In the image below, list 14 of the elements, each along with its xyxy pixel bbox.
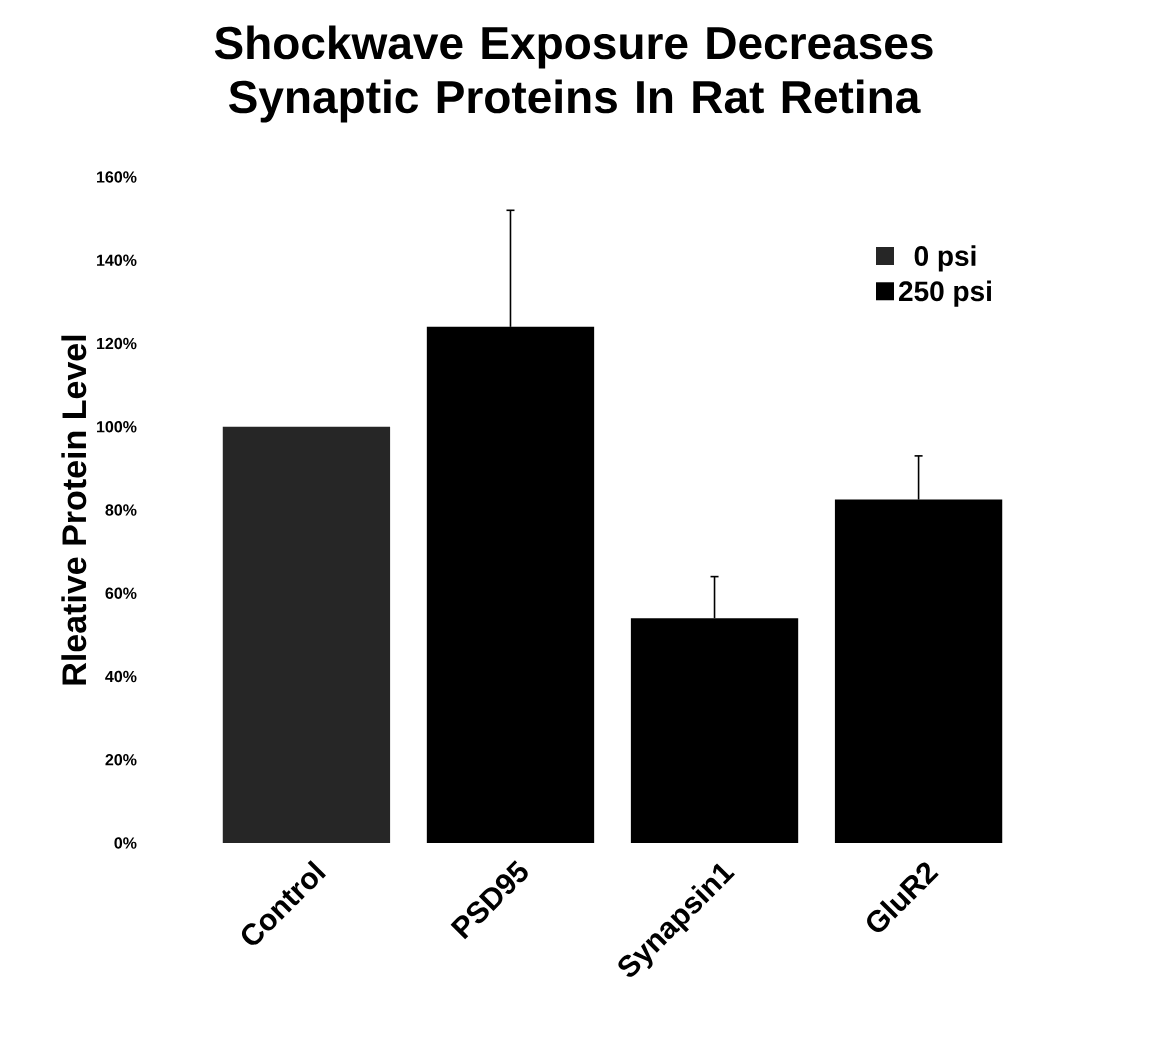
bar (222, 426, 391, 843)
y-tick-label: 0% (114, 837, 137, 849)
y-tick-label: 40% (105, 670, 137, 683)
y-tick-label: 140% (97, 254, 137, 266)
y-tick-label: 120% (97, 337, 137, 350)
y-tick-label: 100% (97, 421, 137, 433)
y-tick-label: 80% (105, 504, 137, 516)
legend-label: 250 psi (898, 280, 991, 307)
y-tick-label: 160% (97, 171, 137, 183)
y-tick-label: 60% (105, 587, 137, 599)
y-axis-title: Rleative Protein Level (61, 335, 87, 685)
chart-title: Shockwave Exposure Decreases Synaptic Proteins In Rat Retina (214, 25, 933, 123)
legend-label: 0 psi (914, 245, 976, 272)
y-tick-label: 20% (105, 754, 137, 766)
